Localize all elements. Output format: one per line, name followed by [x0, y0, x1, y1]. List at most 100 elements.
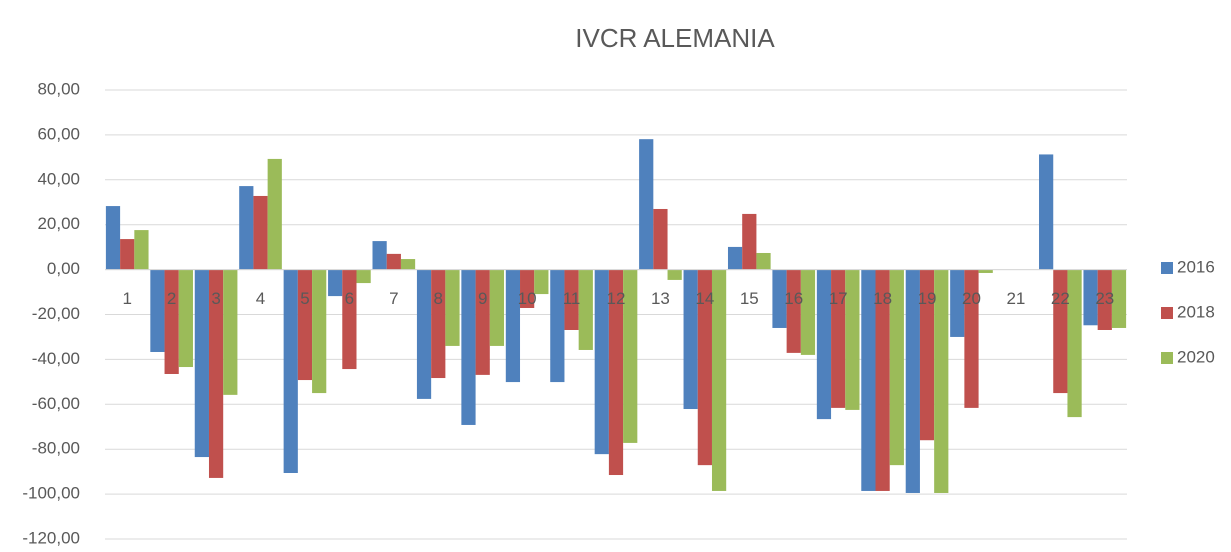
bar: [534, 269, 549, 295]
y-tick-label: -20,00: [32, 304, 80, 323]
bar: [297, 269, 313, 381]
bar: [711, 269, 727, 491]
bar: [1053, 269, 1068, 394]
y-tick-label: 60,00: [37, 124, 80, 143]
bar: [342, 269, 357, 370]
x-tick-label: 13: [651, 289, 670, 308]
bar: [639, 139, 654, 270]
bar: [608, 269, 624, 476]
bar: [550, 269, 565, 383]
bar: [905, 269, 920, 493]
bar: [578, 269, 593, 350]
chart-title: IVCR ALEMANIA: [575, 23, 775, 53]
bar: [120, 239, 135, 270]
bar: [1111, 269, 1127, 328]
bar: [653, 208, 668, 270]
x-tick-label: 23: [1095, 289, 1114, 308]
bar: [208, 269, 224, 478]
x-tick-label: 9: [478, 289, 487, 308]
bar: [800, 269, 816, 355]
x-tick-label: 10: [518, 289, 537, 308]
bar: [667, 269, 682, 280]
bar: [283, 269, 298, 473]
x-tick-label: 7: [389, 289, 398, 308]
bar: [816, 269, 832, 420]
x-tick-label: 19: [918, 289, 937, 308]
x-tick-label: 12: [607, 289, 626, 308]
bar: [400, 259, 416, 270]
bar: [845, 269, 860, 410]
bar: [105, 206, 121, 270]
bar: [475, 269, 490, 375]
bar: [772, 269, 787, 328]
bar: [356, 269, 371, 284]
x-tick-label: 16: [784, 289, 803, 308]
y-tick-label: 40,00: [37, 169, 80, 188]
bar: [978, 269, 993, 273]
bar: [742, 213, 757, 270]
bar: [461, 269, 476, 425]
y-tick-label: 20,00: [37, 214, 80, 233]
x-tick-label: 2: [167, 289, 176, 308]
bar: [623, 269, 638, 443]
x-tick-label: 8: [434, 289, 443, 308]
bar: [489, 269, 505, 346]
bar: [919, 269, 935, 441]
x-tick-label: 17: [829, 289, 848, 308]
legend-label: 2016: [1177, 257, 1215, 276]
x-tick-label: 4: [256, 289, 265, 308]
bar: [594, 269, 609, 455]
y-tick-label: -80,00: [32, 439, 80, 458]
legend-swatch: [1161, 307, 1173, 319]
bar: [445, 269, 460, 346]
bar: [950, 269, 965, 337]
bar: [697, 269, 712, 466]
bar: [372, 241, 387, 270]
bar: [756, 252, 771, 270]
bar: [328, 269, 343, 297]
legend-swatch: [1161, 262, 1173, 274]
bar: [164, 269, 179, 374]
bar: [505, 269, 521, 383]
legend-label: 2020: [1177, 347, 1215, 366]
x-tick-label: 6: [345, 289, 354, 308]
bar: [861, 269, 876, 491]
bar: [564, 269, 579, 330]
bar: [520, 269, 535, 308]
bar: [386, 253, 401, 270]
bar: [223, 269, 238, 395]
y-tick-label: -120,00: [22, 528, 80, 547]
x-tick-label: 11: [563, 289, 581, 308]
bar: [134, 230, 149, 270]
bar: [1083, 269, 1098, 326]
bar: [875, 269, 890, 491]
y-tick-label: -60,00: [32, 394, 80, 413]
bar: [1039, 154, 1054, 270]
bar: [239, 186, 254, 270]
bar: [178, 269, 193, 368]
bar: [683, 269, 698, 410]
y-tick-label: 0,00: [47, 259, 80, 278]
bar: [786, 269, 801, 353]
bar: [831, 269, 846, 408]
bar: [267, 158, 282, 270]
legend-label: 2018: [1177, 302, 1215, 321]
x-tick-label: 20: [962, 289, 981, 308]
y-tick-label: 80,00: [37, 79, 80, 98]
x-tick-label: 14: [695, 289, 714, 308]
bar: [889, 269, 904, 466]
x-tick-label: 3: [211, 289, 220, 308]
x-tick-label: 21: [1006, 289, 1025, 308]
legend-swatch: [1161, 352, 1173, 364]
bar: [194, 269, 209, 458]
y-tick-label: -40,00: [32, 349, 80, 368]
bar: [727, 246, 743, 270]
bar: [312, 269, 327, 394]
x-tick-label: 22: [1051, 289, 1070, 308]
x-tick-label: 5: [300, 289, 309, 308]
bar: [964, 269, 979, 408]
bar: [934, 269, 949, 493]
bar: [1067, 269, 1082, 418]
x-tick-label: 1: [122, 289, 131, 308]
